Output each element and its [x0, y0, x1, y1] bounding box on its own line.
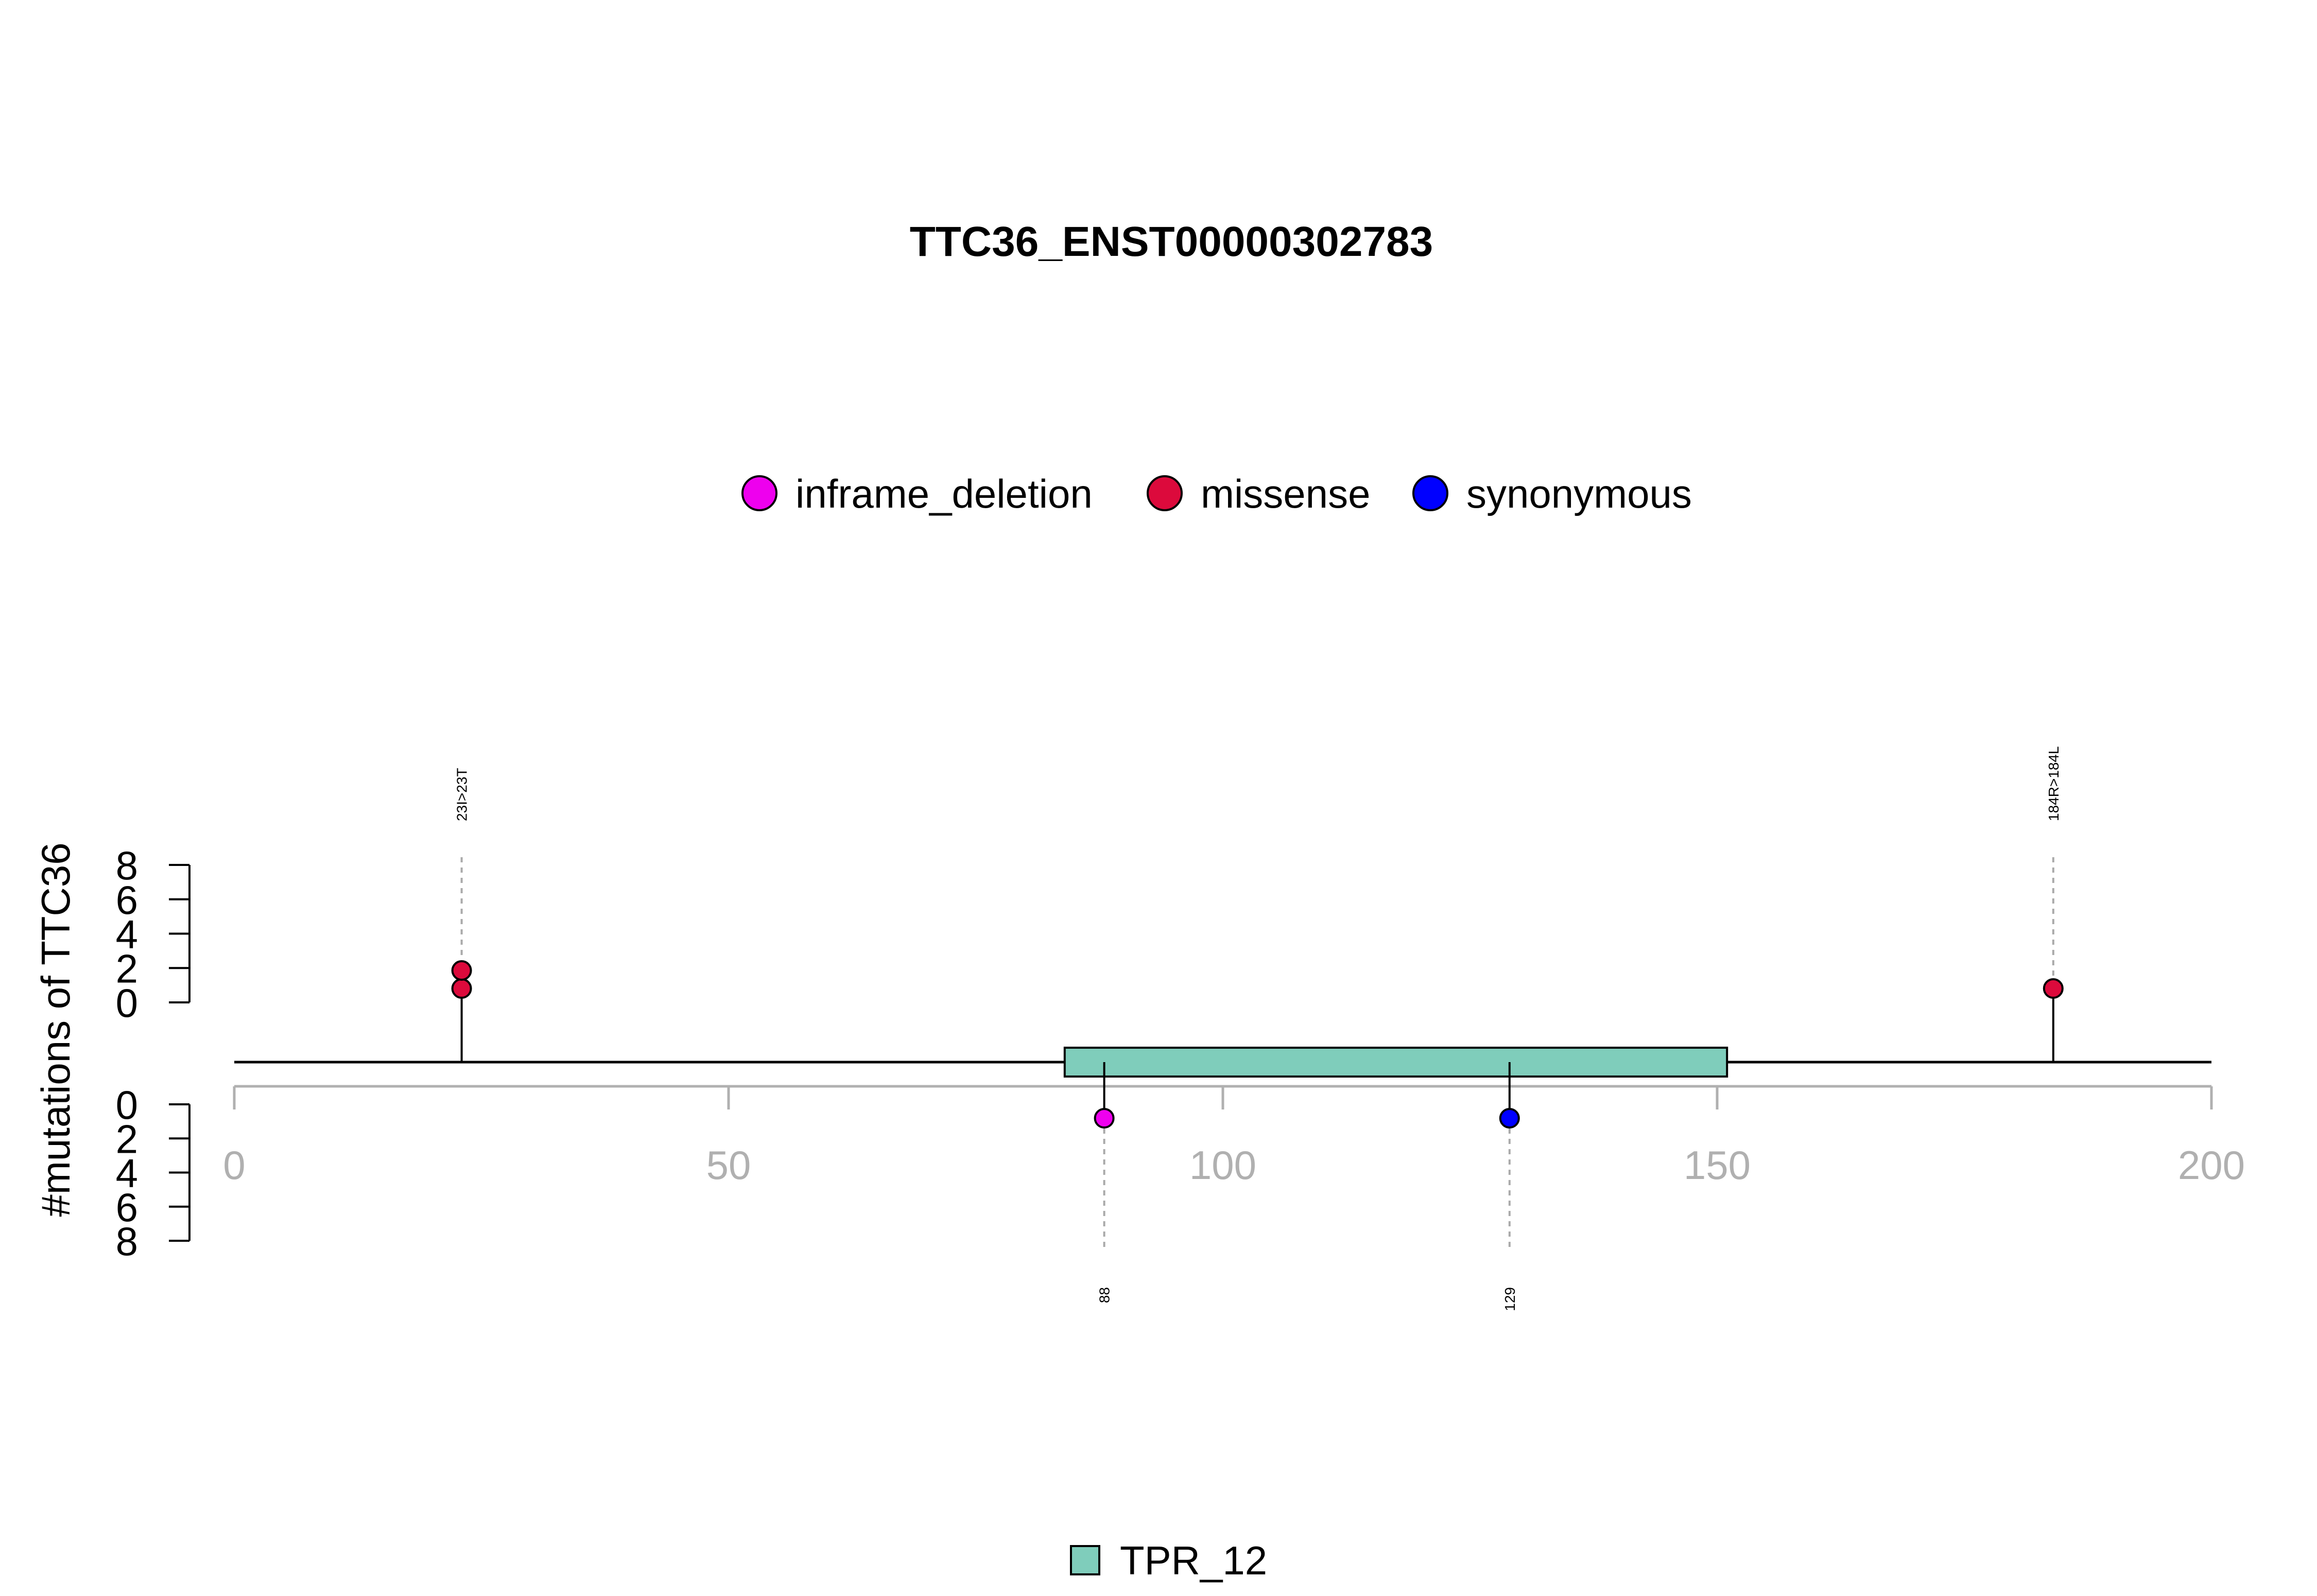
y-tick-label-lower-2: 2: [116, 1116, 138, 1161]
y-tick-label-upper-2: 2: [116, 946, 138, 991]
mutation-23I>23T: 23I>23T: [451, 768, 472, 1062]
x-axis: 0 50 100 150 200: [223, 1085, 2245, 1188]
x-tick-label-200: 200: [2178, 1142, 2245, 1188]
domain-legend-label-TPR_12: TPR_12: [1120, 1538, 1267, 1583]
y-tick-label-upper-6: 6: [116, 877, 138, 923]
mutation-point: [1094, 1108, 1115, 1129]
chart-title: TTC36_ENST00000302783: [910, 218, 1433, 265]
y-tick-label-upper-0: 0: [116, 980, 138, 1026]
y-axis-label: #mutations of TTC36: [33, 843, 78, 1217]
legend-label-synonymous: synonymous: [1466, 471, 1692, 516]
x-tick-label-0: 0: [223, 1142, 245, 1188]
mutation-184R>184L: 184R>184L: [2043, 746, 2064, 1062]
mutation-point: [1499, 1108, 1520, 1129]
x-tick-label-150: 150: [1684, 1142, 1751, 1188]
mutation-129: 129: [1499, 1062, 1520, 1311]
y-tick-label-lower-4: 4: [116, 1151, 138, 1196]
domain-TPR_12: [1063, 1047, 1728, 1078]
legend-marker-inframe_deletion: [741, 475, 777, 511]
legend-marker-missense: [1147, 475, 1183, 511]
y-tick-label-lower-8: 8: [116, 1219, 138, 1264]
mutation-label: 23I>23T: [454, 768, 470, 821]
legend-marker-synonymous: [1412, 475, 1448, 511]
legend-label-inframe_deletion: inframe_deletion: [796, 471, 1093, 516]
mutation-label: 184R>184L: [2046, 746, 2062, 821]
mutation-label: 129: [1502, 1287, 1518, 1311]
domain-legend: TPR_12: [1070, 1538, 1267, 1583]
x-tick-label-50: 50: [706, 1142, 751, 1188]
mutation-point: [451, 960, 472, 981]
mutation-point: [2043, 978, 2064, 999]
mutation-88: 88: [1094, 1062, 1115, 1303]
protein-backbone: [234, 1047, 2211, 1078]
mutation-point: [451, 978, 472, 999]
mutation-lollipops: 23I>23T 184R>184L 88 129: [451, 746, 2064, 1311]
y-tick-label-lower-0: 0: [116, 1082, 138, 1127]
y-tick-label-upper-4: 4: [116, 912, 138, 957]
mutation-legend: inframe_deletion missense synonymous: [741, 471, 1692, 516]
legend-label-missense: missense: [1201, 471, 1370, 516]
mutation-label: 88: [1097, 1287, 1113, 1303]
y-tick-label-upper-8: 8: [116, 843, 138, 888]
y-tick-label-lower-6: 6: [116, 1185, 138, 1230]
x-tick-label-100: 100: [1189, 1142, 1256, 1188]
domain-legend-marker-TPR_12: [1070, 1545, 1100, 1575]
